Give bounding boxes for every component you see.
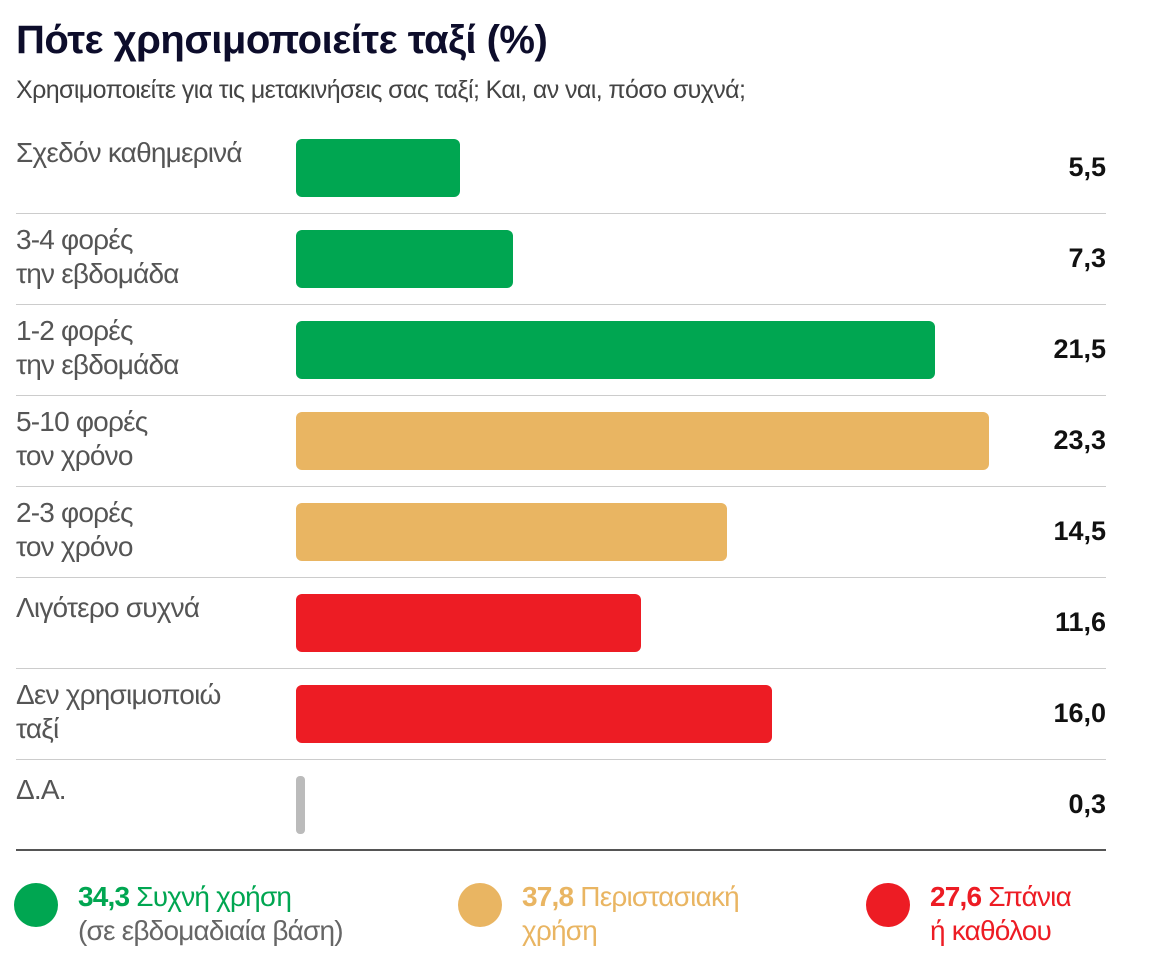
bar [296,685,772,743]
value-label: 14,5 [1053,516,1106,546]
baseline-divider [16,849,1106,851]
category-label: Λιγότερο συχνά [16,592,200,623]
value-label: 11,6 [1054,607,1106,637]
row-divider [16,668,1106,669]
bar [296,230,514,288]
chart-subtitle: Χρησιμοποιείτε για τις μετακινήσεις σας … [16,76,746,104]
row-divider [16,304,1106,305]
category-label: 5-10 φορές τον χρόνο [16,406,148,471]
legend-dot [458,883,502,927]
category-label: 1-2 φορές την εβδομάδα [16,315,179,380]
row-divider [16,486,1106,487]
bar-row: Σχεδόν καθημερινά 5,5 [0,122,1168,214]
legend-value: 27,6 [930,881,982,912]
category-label: 3-4 φορές την εβδομάδα [16,224,179,289]
bar [296,594,641,652]
value-label: 5,5 [1068,152,1106,182]
bar-row: Δεν χρησιμοποιώ ταξί 16,0 [0,668,1168,760]
legend-subtext: χρήση [522,915,598,946]
category-label: 2-3 φορές τον χρόνο [16,497,133,562]
legend-dot [14,883,58,927]
bar-row: 2-3 φορές τον χρόνο 14,5 [0,486,1168,578]
legend-label: 37,8 Περιστασιακή χρήση [522,880,740,948]
value-label: 21,5 [1053,334,1106,364]
legend-text: Περιστασιακή [573,881,739,912]
category-label: Σχεδόν καθημερινά [16,137,243,168]
value-label: 23,3 [1053,425,1106,455]
chart-title: Πότε χρησιμοποιείτε ταξί (%) [16,18,548,62]
bar-row: Δ.Α. 0,3 [0,759,1168,850]
bar [296,139,460,197]
row-divider [16,759,1106,760]
row-divider [16,577,1106,578]
bar [296,503,728,561]
bar [296,321,936,379]
row-divider [16,395,1106,396]
value-label: 7,3 [1068,243,1106,273]
legend-text: Σπάνια [981,881,1072,912]
bar-row: 3-4 φορές την εβδομάδα 7,3 [0,213,1168,305]
row-divider [16,213,1106,214]
legend-subtext: (σε εβδομαδιαία βάση) [78,915,344,946]
value-label: 16,0 [1053,698,1106,728]
legend-subtext: ή καθόλου [930,915,1052,946]
bar [296,776,305,834]
legend-label: 34,3 Συχνή χρήση (σε εβδομαδιαία βάση) [78,880,344,948]
category-label: Δεν χρησιμοποιώ ταξί [16,679,221,744]
bar-row: 5-10 φορές τον χρόνο 23,3 [0,395,1168,487]
bar [296,412,989,470]
legend-value: 34,3 [78,881,130,912]
legend-dot [866,883,910,927]
bar-row: 1-2 φορές την εβδομάδα 21,5 [0,304,1168,396]
legend-value: 37,8 [522,881,574,912]
legend-text: Συχνή χρήση [129,881,292,912]
bar-row: Λιγότερο συχνά 11,6 [0,577,1168,669]
legend-label: 27,6 Σπάνια ή καθόλου [930,880,1072,948]
value-label: 0,3 [1068,789,1106,819]
category-label: Δ.Α. [16,774,67,805]
